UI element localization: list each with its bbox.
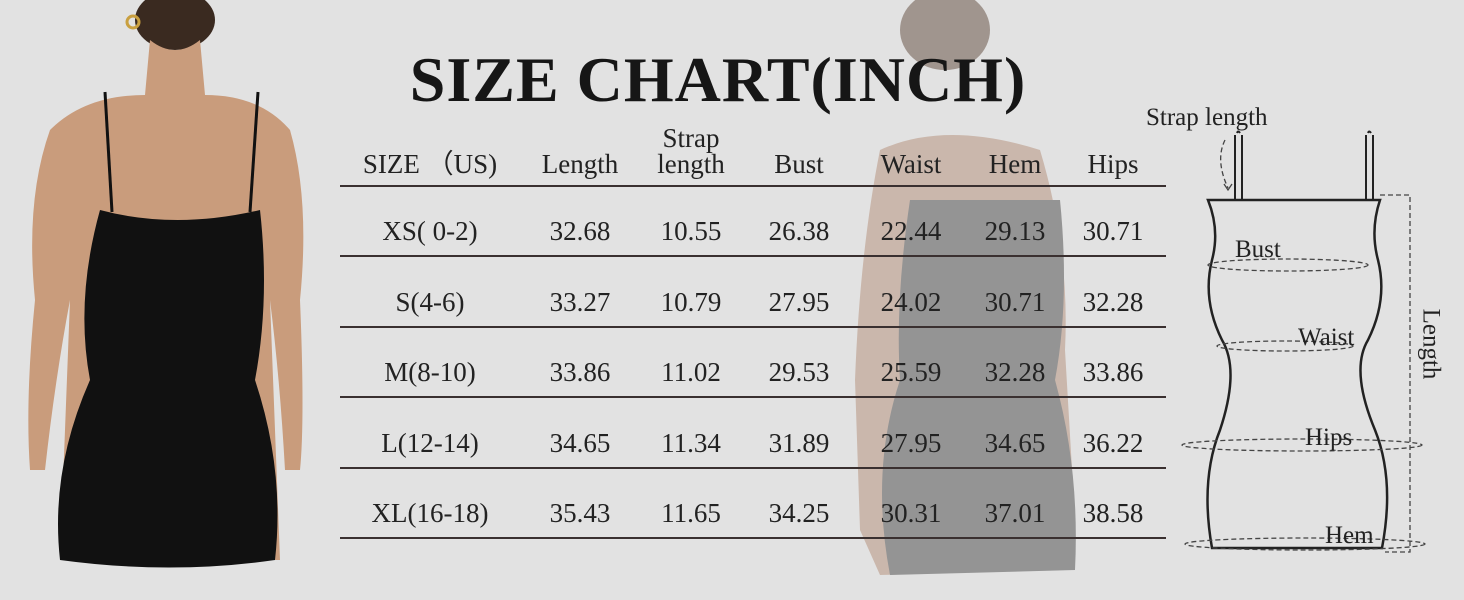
measurement-cell: 29.13 [984, 216, 1046, 246]
measurement-cell: 34.65 [549, 427, 611, 458]
model-front-photo [855, 0, 1076, 575]
page-title: SIZE CHART(INCH) [409, 44, 1027, 115]
header-waist: Waist [880, 149, 942, 179]
table-row: M(8-10) 33.86 11.02 29.53 25.59 32.28 33.86 [340, 328, 1166, 398]
measurement-cell: 30.71 [1082, 216, 1144, 246]
right-strap [1365, 130, 1374, 200]
measurement-cell: 35.43 [549, 498, 611, 528]
measurement-cell: 26.38 [768, 216, 830, 246]
measurement-cell: 29.53 [768, 357, 830, 387]
header-hem: Hem [988, 149, 1042, 179]
size-cell: S(4-6) [395, 286, 465, 317]
table-header: SIZE （US) Length Strap length Bust Waist … [340, 118, 1166, 187]
measurement-cell: 27.95 [768, 286, 830, 317]
label-hips: Hips [1305, 424, 1353, 451]
measurement-cell: 32.28 [1082, 286, 1144, 317]
header-length: Length [541, 149, 619, 179]
header-strap-line2: length [657, 149, 725, 179]
measurement-cell: 11.02 [661, 357, 721, 387]
hem-measure [1184, 537, 1426, 551]
measurement-cell: 11.34 [661, 427, 721, 458]
header-hips: Hips [1087, 149, 1139, 179]
measurement-cell: 38.58 [1082, 498, 1144, 528]
measurement-cell: 34.65 [984, 427, 1046, 458]
hair [135, 0, 215, 50]
measurement-cell: 22.44 [880, 216, 942, 246]
hips-measure [1181, 438, 1423, 452]
earring-icon [125, 14, 141, 30]
measurement-cell: 33.86 [549, 357, 611, 387]
measurement-cell: 30.71 [984, 286, 1046, 317]
header-size: SIZE （US) [362, 149, 498, 179]
bust-measure [1207, 258, 1369, 272]
measurement-cell: 24.02 [880, 286, 942, 317]
black-dress [58, 210, 278, 568]
table-row: XL(16-18) 35.43 11.65 34.25 30.31 37.01 38.58 [340, 469, 1166, 539]
size-cell: M(8-10) [384, 357, 476, 387]
measurement-cell: 11.65 [661, 498, 721, 528]
label-hem: Hem [1325, 522, 1374, 549]
label-strap-length: Strap length [1146, 104, 1268, 131]
label-length: Length [1417, 308, 1445, 380]
size-cell: XL(16-18) [371, 498, 489, 528]
measurement-cell: 10.79 [660, 286, 722, 317]
label-bust: Bust [1235, 236, 1281, 263]
model-back-photo [28, 0, 304, 568]
table-row: XS( 0-2) 32.68 10.55 26.38 22.44 29.13 30.71 [340, 187, 1166, 257]
table-row: S(4-6) 33.27 10.79 27.95 24.02 30.71 32.28 [340, 258, 1166, 328]
strap-length-arrow [1220, 139, 1229, 189]
left-strap [1234, 130, 1243, 200]
measurement-cell: 31.89 [768, 427, 830, 458]
measurement-cell: 36.22 [1082, 427, 1144, 458]
measurement-cell: 37.01 [984, 498, 1046, 528]
measurement-cell: 33.86 [1082, 357, 1144, 387]
length-bracket [1380, 194, 1411, 553]
label-waist: Waist [1298, 324, 1355, 351]
header-bust: Bust [774, 149, 824, 179]
header-strap-line1: Strap [662, 123, 720, 153]
size-cell: L(12-14) [381, 427, 479, 458]
measurement-cell: 25.59 [880, 357, 942, 387]
size-cell: XS( 0-2) [382, 216, 478, 246]
dress-measurement-diagram [1181, 130, 1426, 553]
measurement-cell: 32.28 [984, 357, 1046, 387]
header-strap-length: Strap length [657, 123, 725, 179]
measurement-cell: 30.31 [880, 498, 942, 528]
measurement-cell: 32.68 [549, 216, 611, 246]
measurement-cell: 34.25 [768, 498, 830, 528]
waist-measure [1216, 340, 1354, 352]
measurement-cell: 33.27 [549, 286, 611, 317]
table-row: L(12-14) 34.65 11.34 31.89 27.95 34.65 36.22 [340, 399, 1166, 469]
measurement-cell: 27.95 [880, 427, 942, 458]
measurement-cell: 10.55 [660, 216, 722, 246]
